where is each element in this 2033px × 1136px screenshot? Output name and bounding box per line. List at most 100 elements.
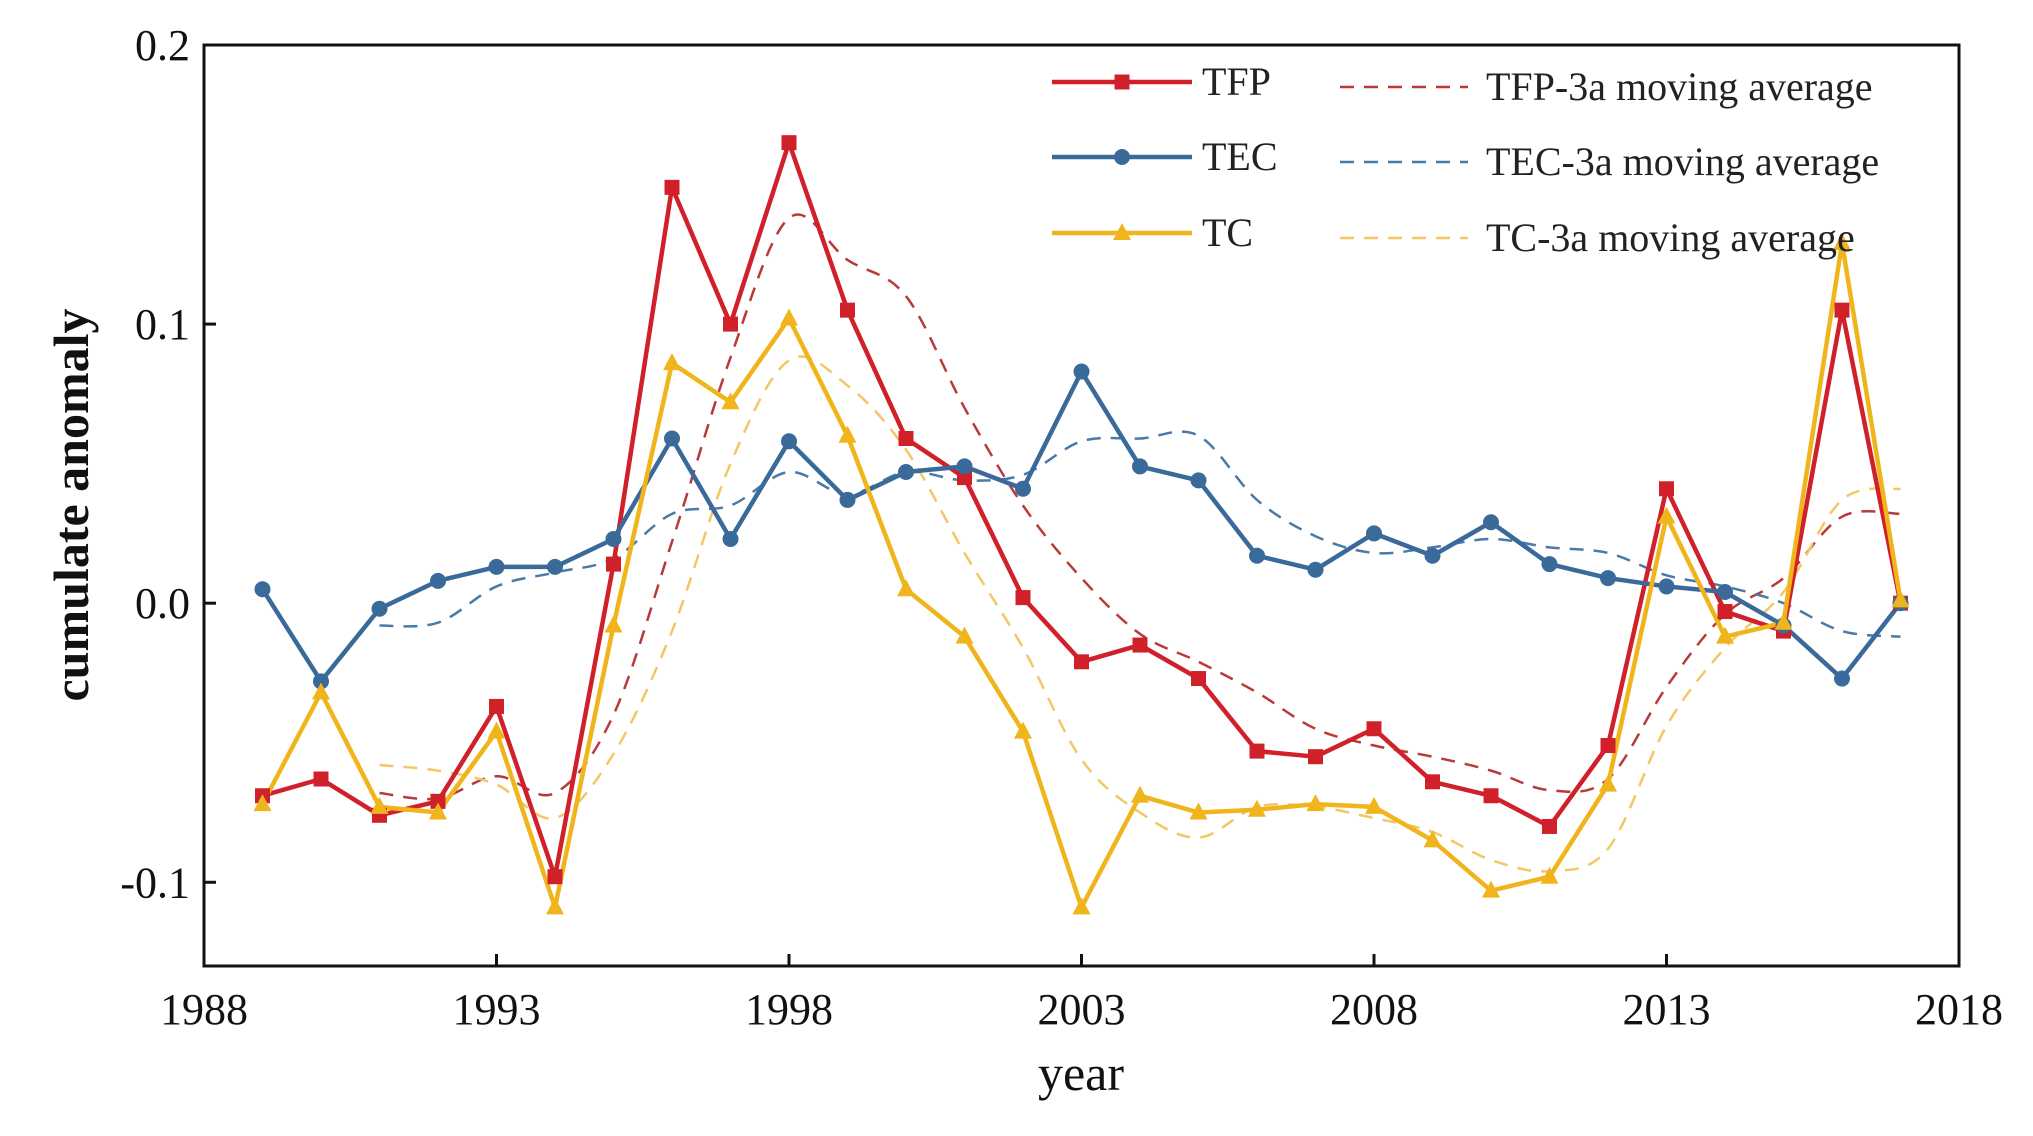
tec-point xyxy=(1249,547,1265,564)
tec-point xyxy=(1132,458,1148,475)
tec-3a-moving-average-line xyxy=(379,430,1901,638)
tec-point xyxy=(722,530,739,547)
tfp-point xyxy=(1834,302,1850,318)
tec-point xyxy=(1366,525,1382,542)
tfp-point xyxy=(1542,818,1557,834)
tc-point xyxy=(955,626,974,644)
tec-point xyxy=(254,581,271,598)
tfp-point xyxy=(1074,654,1089,670)
tec-point xyxy=(1483,514,1499,531)
y-ticks: -0.1 0.0 0.1 0.2 xyxy=(120,21,216,907)
legend-tfp-label: TFP xyxy=(1202,59,1271,104)
tfp-point xyxy=(1659,481,1674,497)
tc-point xyxy=(1131,785,1149,803)
tfp-point xyxy=(1308,749,1323,765)
tec-point xyxy=(1307,561,1324,578)
tfp-point xyxy=(898,431,914,447)
tfp-point xyxy=(1191,671,1206,687)
tec-point xyxy=(1073,363,1090,380)
tfp-point xyxy=(1717,604,1733,620)
tec-point xyxy=(1658,578,1675,595)
tfp-point xyxy=(664,179,680,195)
x-tick-label: 2013 xyxy=(1623,985,1711,1034)
legend-tfp-3a-moving-average-label: TFP-3a moving average xyxy=(1486,64,1873,109)
legend-tc-label: TC xyxy=(1202,210,1253,255)
y-tick-label: 0.0 xyxy=(135,579,190,628)
legend-tc-3a-moving-average-label: TC-3a moving average xyxy=(1486,215,1855,260)
tc-point xyxy=(1014,721,1032,739)
tec-point xyxy=(1600,570,1616,587)
legend-tec-3a-moving-average-label: TEC-3a moving average xyxy=(1486,139,1879,184)
tc-point xyxy=(663,353,681,371)
tec-point xyxy=(547,558,563,575)
legend-tc-marker xyxy=(1113,223,1131,240)
tec-point xyxy=(664,430,680,447)
tfp-point xyxy=(723,316,738,332)
tfp-point xyxy=(840,302,855,318)
y-tick-label: -0.1 xyxy=(120,858,190,907)
tec-point xyxy=(781,433,797,450)
tc-point xyxy=(1891,590,1910,608)
legend: TFP TEC TC TFP-3a moving average TEC-3a movi… xyxy=(1052,59,1879,260)
y-axis-title: cumulate anomaly xyxy=(43,308,99,701)
tc-point xyxy=(780,308,798,326)
tfp-point xyxy=(547,869,563,885)
tc-point xyxy=(897,579,915,597)
tfp-point xyxy=(1132,637,1148,653)
tec-point xyxy=(1424,547,1441,564)
tc-point xyxy=(1072,897,1091,915)
x-ticks: 1988 1993 1998 2003 2008 2013 2018 xyxy=(160,954,2003,1034)
tc-point xyxy=(546,897,564,915)
tec-point xyxy=(371,600,388,617)
x-tick-label: 1988 xyxy=(160,985,248,1034)
tc-point xyxy=(1657,506,1676,524)
tc-point xyxy=(1833,233,1851,251)
tfp-point xyxy=(781,135,797,151)
x-tick-label: 2003 xyxy=(1038,985,1126,1034)
moving-average-lines xyxy=(379,213,1901,873)
tec-point xyxy=(839,491,856,508)
tc-point xyxy=(1540,866,1559,884)
tc-point xyxy=(838,425,857,443)
tfp-point xyxy=(1015,590,1031,606)
tec-point xyxy=(956,458,973,475)
tfp-point xyxy=(957,470,972,486)
tc-point xyxy=(429,802,447,820)
data-markers xyxy=(253,135,1910,915)
tc-point xyxy=(1423,830,1442,848)
tfp-point xyxy=(606,556,621,572)
x-tick-label: 1998 xyxy=(745,985,833,1034)
y-tick-label: 0.2 xyxy=(135,21,190,70)
tec-point xyxy=(1015,480,1031,497)
tec-point xyxy=(898,464,914,481)
legend-tfp-marker xyxy=(1114,74,1130,90)
tc-point xyxy=(312,682,330,700)
tec-point xyxy=(1834,670,1850,687)
tc-point xyxy=(1774,612,1793,630)
tfp-point xyxy=(313,771,329,787)
tc-point xyxy=(1248,799,1266,817)
tfp-point xyxy=(489,698,504,714)
tec-point xyxy=(1717,584,1733,601)
tc-point xyxy=(1189,802,1208,820)
x-tick-label: 2008 xyxy=(1330,985,1418,1034)
x-axis-title: year xyxy=(1038,1045,1124,1101)
y-tick-label: 0.1 xyxy=(135,300,190,349)
tc-point xyxy=(604,615,623,633)
tc-point xyxy=(1306,794,1325,812)
tfp-3a-moving-average-line xyxy=(379,213,1901,801)
tec-point xyxy=(1541,556,1558,573)
tfp-point xyxy=(1425,774,1440,790)
tc-point xyxy=(1716,626,1734,644)
legend-tec-label: TEC xyxy=(1202,134,1278,179)
tec-point xyxy=(430,572,446,589)
tc-point xyxy=(1482,880,1500,898)
legend-tec-marker xyxy=(1114,149,1130,165)
tc-point xyxy=(370,796,389,814)
x-tick-label: 2018 xyxy=(1915,985,2003,1034)
tc-point xyxy=(721,392,740,410)
tfp-point xyxy=(430,793,446,809)
tc-point xyxy=(253,794,272,812)
tec-line xyxy=(260,369,1903,684)
